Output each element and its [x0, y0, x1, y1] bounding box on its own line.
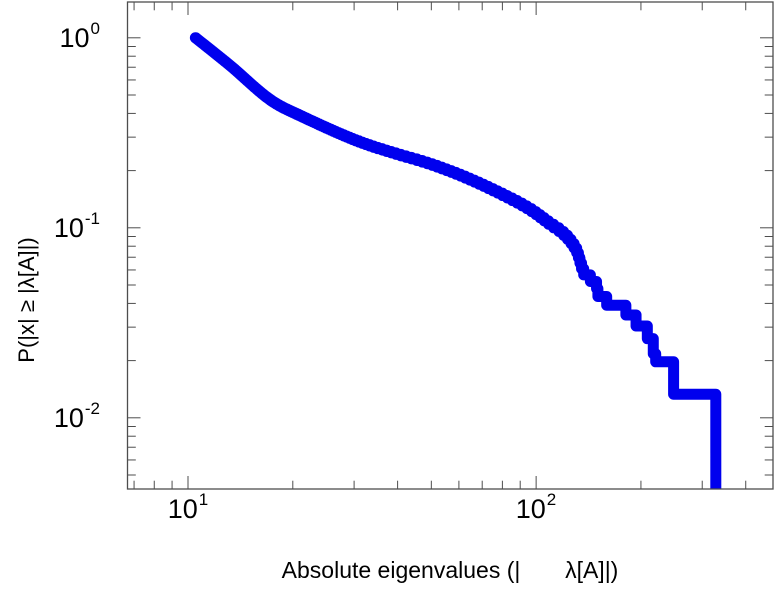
svg-text:P(|x| ≥ |λ[A]|): P(|x| ≥ |λ[A]|) — [14, 237, 39, 362]
svg-text:Absolute eigenvalues (|: Absolute eigenvalues (| λ[A]|) — [282, 557, 619, 583]
svg-text:102: 102 — [516, 490, 557, 524]
svg-text:101: 101 — [168, 490, 209, 524]
svg-text:10-2: 10-2 — [54, 399, 100, 433]
svg-text:10-1: 10-1 — [54, 209, 100, 243]
svg-text:100: 100 — [59, 19, 100, 53]
